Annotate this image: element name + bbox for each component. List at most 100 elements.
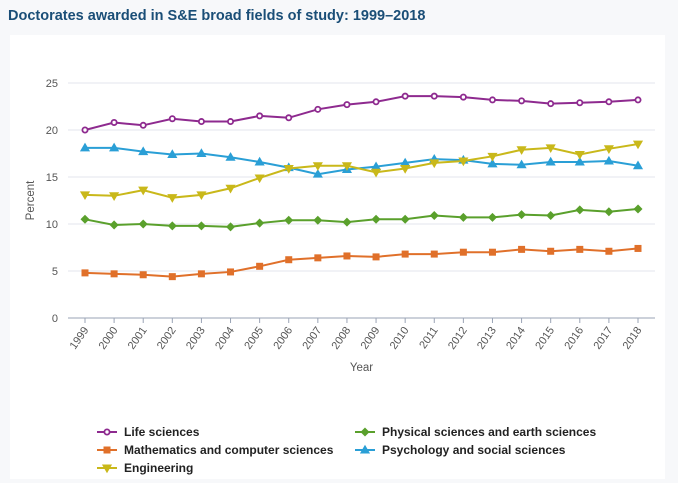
series-line[interactable] — [84, 95, 639, 131]
data-point[interactable] — [109, 142, 120, 152]
data-point[interactable] — [285, 256, 293, 264]
data-point[interactable] — [79, 191, 91, 201]
data-point[interactable] — [80, 214, 90, 224]
data-point[interactable] — [255, 218, 265, 228]
data-point[interactable] — [254, 174, 265, 184]
data-point[interactable] — [603, 155, 614, 165]
data-point[interactable] — [401, 250, 409, 258]
data-point[interactable] — [545, 156, 556, 166]
legend-marker[interactable] — [360, 427, 370, 437]
data-point[interactable] — [517, 210, 527, 220]
data-point[interactable] — [314, 254, 322, 262]
data-point[interactable] — [488, 248, 496, 256]
data-point[interactable] — [487, 152, 498, 162]
data-point[interactable] — [575, 205, 585, 215]
legend-item[interactable]: Mathematics and computer sciences — [96, 443, 333, 457]
data-point[interactable] — [138, 186, 149, 196]
data-point[interactable] — [604, 207, 614, 217]
data-point[interactable] — [605, 247, 613, 255]
data-point[interactable] — [400, 165, 411, 174]
data-point[interactable] — [343, 252, 351, 260]
data-point[interactable] — [109, 192, 120, 201]
data-point[interactable] — [314, 105, 322, 113]
data-point[interactable] — [371, 214, 381, 224]
legend-item[interactable]: Physical sciences and earth sciences — [354, 425, 596, 439]
data-point[interactable] — [196, 148, 207, 157]
data-point[interactable] — [634, 96, 642, 104]
data-point[interactable] — [459, 93, 467, 101]
data-point[interactable] — [256, 112, 264, 120]
data-point[interactable] — [283, 165, 294, 174]
data-point[interactable] — [254, 156, 265, 166]
data-point[interactable] — [139, 271, 147, 279]
legend-marker[interactable] — [101, 464, 113, 474]
legend-item[interactable]: Life sciences — [96, 425, 199, 439]
legend-marker[interactable] — [103, 446, 111, 454]
data-point[interactable] — [576, 245, 584, 253]
data-point[interactable] — [196, 221, 206, 231]
data-point[interactable] — [430, 92, 438, 100]
data-point[interactable] — [429, 211, 439, 221]
data-point[interactable] — [110, 270, 118, 278]
data-point[interactable] — [109, 220, 119, 230]
data-point[interactable] — [547, 100, 555, 108]
data-point[interactable] — [370, 168, 382, 178]
data-point[interactable] — [341, 162, 353, 171]
data-point[interactable] — [633, 204, 643, 214]
data-point[interactable] — [167, 194, 178, 203]
data-point[interactable] — [312, 168, 323, 178]
data-point[interactable] — [225, 152, 236, 161]
data-point[interactable] — [488, 96, 496, 104]
data-point[interactable] — [400, 214, 410, 224]
data-point[interactable] — [574, 156, 585, 166]
data-point[interactable] — [79, 142, 91, 152]
data-point[interactable] — [81, 126, 89, 134]
data-point[interactable] — [168, 115, 176, 123]
series-line[interactable] — [84, 143, 639, 199]
data-point[interactable] — [110, 118, 118, 126]
data-point[interactable] — [342, 217, 352, 227]
data-point[interactable] — [458, 157, 469, 167]
legend-item[interactable]: Psychology and social sciences — [354, 443, 565, 457]
data-point[interactable] — [168, 273, 176, 281]
data-point[interactable] — [632, 140, 644, 150]
data-point[interactable] — [226, 222, 236, 232]
data-point[interactable] — [576, 99, 584, 107]
series-line[interactable] — [84, 247, 639, 278]
legend-marker[interactable] — [103, 428, 111, 436]
legend-item[interactable]: Engineering — [96, 461, 193, 475]
data-point[interactable] — [197, 270, 205, 278]
data-point[interactable] — [285, 114, 293, 122]
data-point[interactable] — [138, 146, 149, 156]
data-point[interactable] — [372, 98, 380, 106]
data-point[interactable] — [284, 215, 294, 225]
data-point[interactable] — [312, 162, 323, 171]
data-point[interactable] — [227, 268, 235, 276]
data-point[interactable] — [632, 160, 644, 170]
data-point[interactable] — [518, 245, 526, 253]
data-point[interactable] — [313, 215, 323, 225]
data-point[interactable] — [138, 219, 148, 229]
data-point[interactable] — [429, 159, 440, 169]
data-point[interactable] — [546, 211, 556, 221]
data-point[interactable] — [487, 212, 497, 222]
data-point[interactable] — [81, 269, 89, 277]
data-point[interactable] — [227, 118, 235, 126]
data-point[interactable] — [518, 97, 526, 105]
data-point[interactable] — [516, 146, 527, 155]
data-point[interactable] — [603, 145, 614, 154]
data-point[interactable] — [225, 184, 236, 194]
data-point[interactable] — [545, 144, 556, 154]
data-point[interactable] — [372, 253, 380, 261]
data-point[interactable] — [167, 149, 178, 158]
series-line[interactable] — [85, 146, 639, 176]
data-point[interactable] — [167, 221, 177, 231]
data-point[interactable] — [487, 158, 498, 168]
legend-marker[interactable] — [359, 444, 371, 454]
data-point[interactable] — [605, 98, 613, 106]
data-point[interactable] — [547, 247, 555, 255]
data-point[interactable] — [430, 250, 438, 258]
data-point[interactable] — [256, 262, 264, 270]
series-line[interactable] — [84, 207, 639, 228]
data-point[interactable] — [197, 118, 205, 126]
